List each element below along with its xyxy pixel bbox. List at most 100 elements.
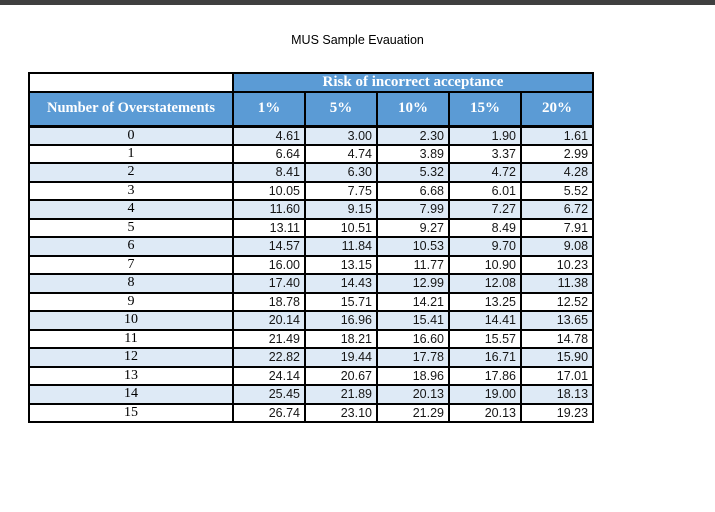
value-cell: 22.82 bbox=[232, 347, 306, 368]
value-cell: 21.29 bbox=[376, 402, 450, 423]
value-cell: 16.60 bbox=[376, 328, 450, 349]
value-cell: 21.89 bbox=[304, 384, 378, 405]
value-cell: 16.71 bbox=[448, 347, 522, 368]
row-label-cell: 9 bbox=[28, 291, 234, 312]
table-row: 13 24.14 20.67 18.96 17.86 17.01 bbox=[28, 365, 595, 386]
value-cell: 6.30 bbox=[304, 162, 378, 183]
value-cell: 16.00 bbox=[232, 254, 306, 275]
row-label-cell: 10 bbox=[28, 310, 234, 331]
row-label-cell: 6 bbox=[28, 236, 234, 257]
value-cell: 7.99 bbox=[376, 199, 450, 220]
row-label-cell: 15 bbox=[28, 402, 234, 423]
value-cell: 2.30 bbox=[376, 125, 450, 146]
row-label-cell: 0 bbox=[28, 125, 234, 146]
value-cell: 24.14 bbox=[232, 365, 306, 386]
row-label-cell: 1 bbox=[28, 143, 234, 164]
value-cell: 4.61 bbox=[232, 125, 306, 146]
row-label-cell: 13 bbox=[28, 365, 234, 386]
value-cell: 7.27 bbox=[448, 199, 522, 220]
value-cell: 9.15 bbox=[304, 199, 378, 220]
value-cell: 6.68 bbox=[376, 180, 450, 201]
column-header-5pct: 5% bbox=[304, 91, 378, 128]
value-cell: 6.72 bbox=[519, 199, 595, 220]
value-cell: 18.78 bbox=[232, 291, 306, 312]
value-cell: 20.14 bbox=[232, 310, 306, 331]
value-cell: 13.65 bbox=[519, 310, 595, 331]
column-header-10pct: 10% bbox=[376, 91, 450, 128]
value-cell: 14.43 bbox=[304, 273, 378, 294]
value-cell: 20.13 bbox=[376, 384, 450, 405]
table-row: 1 6.64 4.74 3.89 3.37 2.99 bbox=[28, 143, 595, 164]
value-cell: 25.45 bbox=[232, 384, 306, 405]
table-row: 12 22.82 19.44 17.78 16.71 15.90 bbox=[28, 347, 595, 368]
value-cell: 26.74 bbox=[232, 402, 306, 423]
row-label-cell: 14 bbox=[28, 384, 234, 405]
mus-evaluation-table: Risk of incorrect acceptance Number of O… bbox=[28, 72, 595, 423]
group-header-cell: Risk of incorrect acceptance bbox=[231, 72, 595, 93]
table-row: 6 14.57 11.84 10.53 9.70 9.08 bbox=[28, 236, 595, 257]
column-header-20pct: 20% bbox=[519, 91, 595, 128]
value-cell: 8.49 bbox=[448, 217, 522, 238]
corner-empty-cell bbox=[28, 72, 234, 93]
value-cell: 12.08 bbox=[448, 273, 522, 294]
value-cell: 14.78 bbox=[519, 328, 595, 349]
value-cell: 19.23 bbox=[519, 402, 595, 423]
row-label-cell: 12 bbox=[28, 347, 234, 368]
value-cell: 1.90 bbox=[448, 125, 522, 146]
value-cell: 6.01 bbox=[448, 180, 522, 201]
value-cell: 21.49 bbox=[232, 328, 306, 349]
value-cell: 11.77 bbox=[376, 254, 450, 275]
column-header-1pct: 1% bbox=[232, 91, 306, 128]
row-label-cell: 4 bbox=[28, 199, 234, 220]
value-cell: 2.99 bbox=[519, 143, 595, 164]
table-row: 10 20.14 16.96 15.41 14.41 13.65 bbox=[28, 310, 595, 331]
column-header-15pct: 15% bbox=[448, 91, 522, 128]
value-cell: 7.75 bbox=[304, 180, 378, 201]
value-cell: 18.21 bbox=[304, 328, 378, 349]
value-cell: 5.32 bbox=[376, 162, 450, 183]
value-cell: 17.01 bbox=[519, 365, 595, 386]
value-cell: 16.96 bbox=[304, 310, 378, 331]
value-cell: 13.11 bbox=[232, 217, 306, 238]
table-row: 14 25.45 21.89 20.13 19.00 18.13 bbox=[28, 384, 595, 405]
value-cell: 5.52 bbox=[519, 180, 595, 201]
column-header-row: Number of Overstatements 1% 5% 10% 15% 2… bbox=[28, 91, 595, 128]
value-cell: 9.08 bbox=[519, 236, 595, 257]
value-cell: 20.13 bbox=[448, 402, 522, 423]
table-body: 0 4.61 3.00 2.30 1.90 1.61 1 6.64 4.74 3.89 3.37 2.… bbox=[28, 125, 595, 423]
value-cell: 8.41 bbox=[232, 162, 306, 183]
value-cell: 15.41 bbox=[376, 310, 450, 331]
value-cell: 7.91 bbox=[519, 217, 595, 238]
value-cell: 19.44 bbox=[304, 347, 378, 368]
group-header-row: Risk of incorrect acceptance bbox=[28, 72, 595, 93]
table-row: 8 17.40 14.43 12.99 12.08 11.38 bbox=[28, 273, 595, 294]
value-cell: 17.86 bbox=[448, 365, 522, 386]
value-cell: 20.67 bbox=[304, 365, 378, 386]
table-row: 9 18.78 15.71 14.21 13.25 12.52 bbox=[28, 291, 595, 312]
value-cell: 15.71 bbox=[304, 291, 378, 312]
page-title: MUS Sample Evauation bbox=[291, 33, 424, 47]
row-label-cell: 11 bbox=[28, 328, 234, 349]
value-cell: 3.37 bbox=[448, 143, 522, 164]
table-row: 2 8.41 6.30 5.32 4.72 4.28 bbox=[28, 162, 595, 183]
value-cell: 18.96 bbox=[376, 365, 450, 386]
value-cell: 4.28 bbox=[519, 162, 595, 183]
table-row: 5 13.11 10.51 9.27 8.49 7.91 bbox=[28, 217, 595, 238]
value-cell: 12.99 bbox=[376, 273, 450, 294]
table-row: 15 26.74 23.10 21.29 20.13 19.23 bbox=[28, 402, 595, 423]
row-header-label-cell: Number of Overstatements bbox=[28, 91, 234, 128]
value-cell: 13.25 bbox=[448, 291, 522, 312]
table-row: 4 11.60 9.15 7.99 7.27 6.72 bbox=[28, 199, 595, 220]
table-row: 3 10.05 7.75 6.68 6.01 5.52 bbox=[28, 180, 595, 201]
row-label-cell: 8 bbox=[28, 273, 234, 294]
value-cell: 11.84 bbox=[304, 236, 378, 257]
row-label-cell: 3 bbox=[28, 180, 234, 201]
row-label-cell: 7 bbox=[28, 254, 234, 275]
value-cell: 9.27 bbox=[376, 217, 450, 238]
row-label-cell: 5 bbox=[28, 217, 234, 238]
value-cell: 19.00 bbox=[448, 384, 522, 405]
value-cell: 12.52 bbox=[519, 291, 595, 312]
value-cell: 23.10 bbox=[304, 402, 378, 423]
value-cell: 10.23 bbox=[519, 254, 595, 275]
